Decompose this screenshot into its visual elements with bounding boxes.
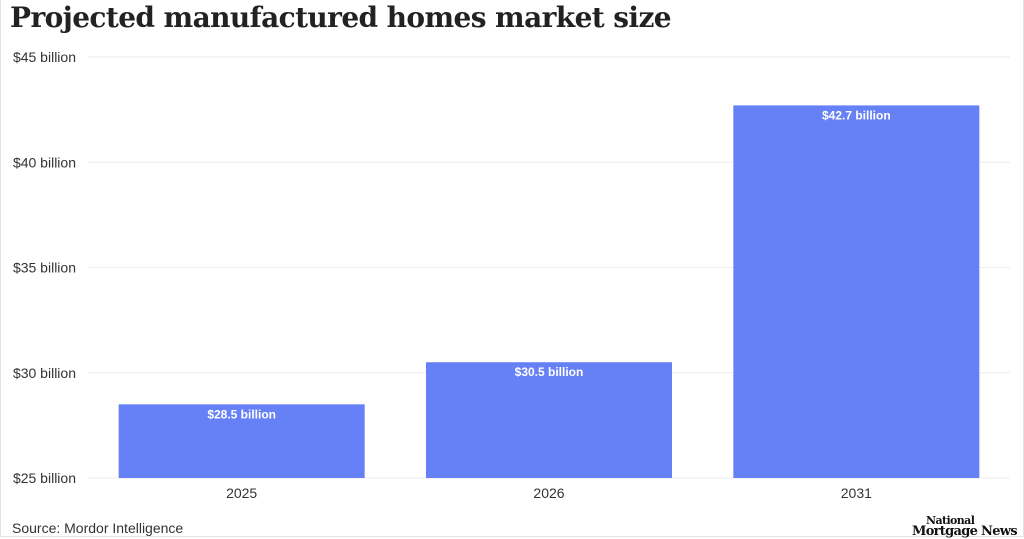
y-tick-label: $30 billion [13,365,76,381]
bar-data-label: $42.7 billion [822,108,891,122]
logo-line-2: Mortgage News [912,524,1018,539]
logo-line-1: National [926,514,975,527]
bar-data-label: $30.5 billion [515,365,584,379]
y-tick-label: $35 billion [13,260,76,276]
bar [426,362,672,478]
y-tick-label: $25 billion [13,470,76,486]
bar [118,404,365,478]
x-tick-label: 2025 [226,485,257,501]
x-tick-label: 2026 [533,485,564,501]
bar-data-label: $28.5 billion [207,407,276,421]
y-tick-label: $40 billion [13,154,76,170]
y-tick-label: $45 billion [13,49,76,65]
source-note: Source: Mordor Intelligence [12,520,184,536]
x-tick-label: 2031 [841,485,872,501]
publisher-logo: National Mortgage News [912,514,1020,539]
chart-title: Projected manufactured homes market size [10,1,672,34]
bar [733,105,980,478]
